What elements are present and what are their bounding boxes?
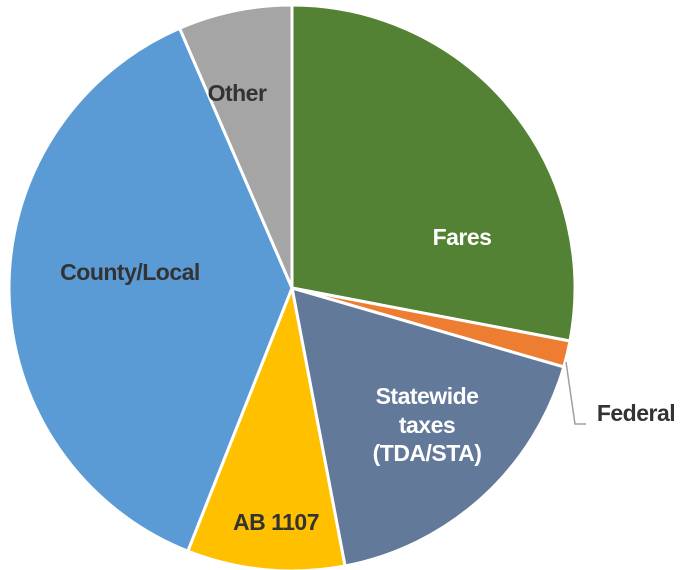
slice-label: Fares <box>432 223 492 250</box>
slice-label: Statewide taxes (TDA/STA) <box>372 382 482 467</box>
slice-label-box: Federal <box>596 399 676 426</box>
pie <box>7 3 577 570</box>
slice-label-box: Statewide taxes (TDA/STA) <box>372 382 482 467</box>
pie-slice <box>290 3 577 343</box>
labels: Fares Federal Statewide taxes (TDA/STA) AB … <box>60 79 676 535</box>
slice-label: Federal <box>596 399 676 426</box>
leader-line <box>565 361 586 425</box>
slice-label-box: Other <box>207 79 267 106</box>
slice-label: AB 1107 <box>232 508 320 535</box>
pie-slice <box>7 26 294 554</box>
slice-label: County/Local <box>60 258 200 285</box>
slice-label-box: AB 1107 <box>232 508 320 535</box>
pie-slice <box>177 3 294 289</box>
pie-slice <box>290 285 566 568</box>
slice-label-box: County/Local <box>60 258 200 285</box>
slice-label: Other <box>207 79 267 106</box>
slice-label-box: Fares <box>432 223 492 250</box>
